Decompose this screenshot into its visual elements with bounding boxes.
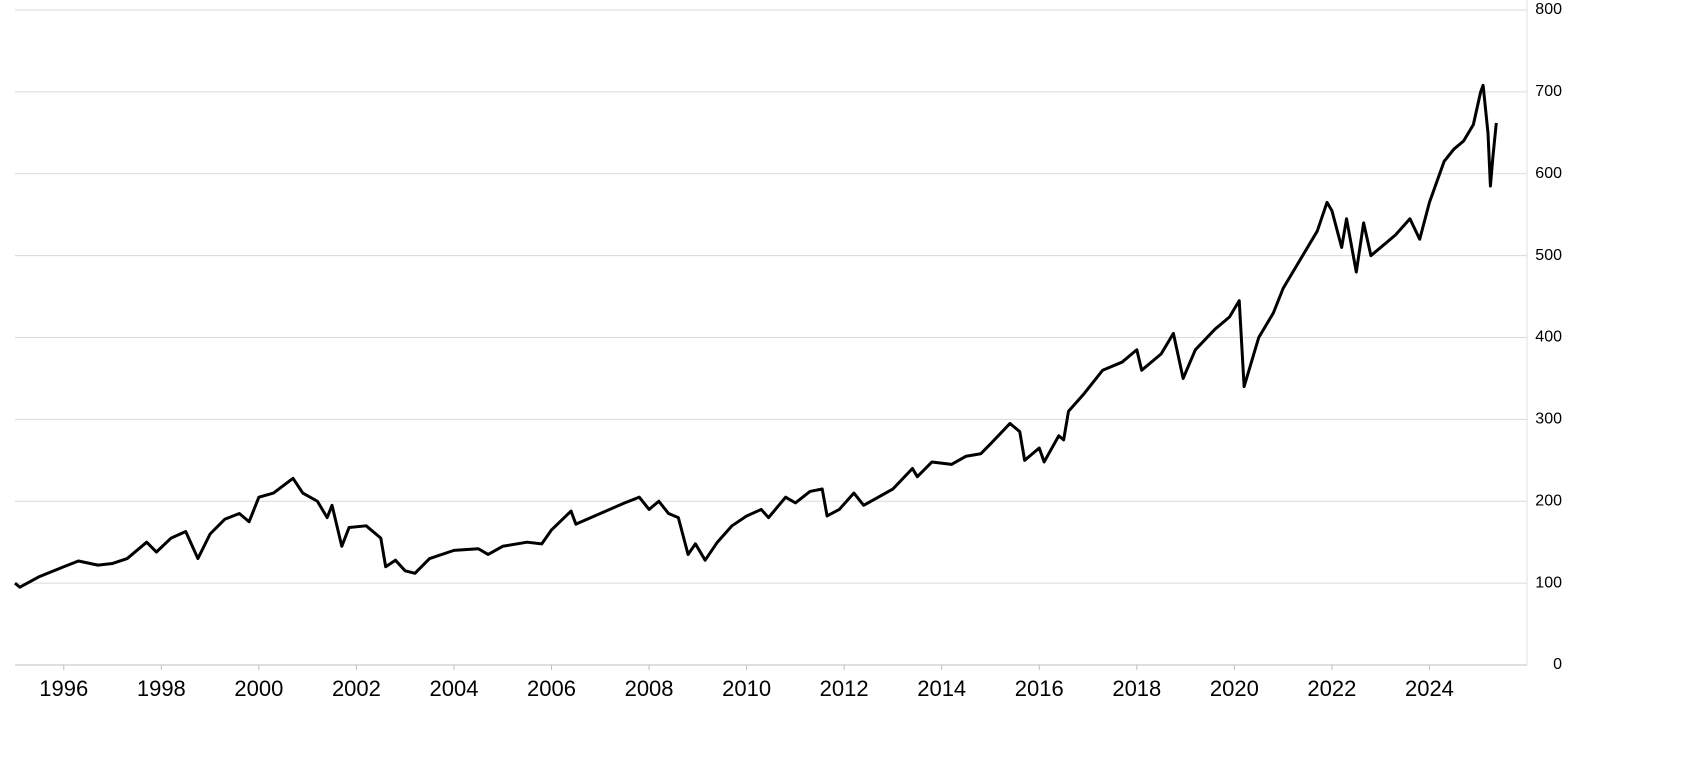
x-tick-label: 2004: [429, 676, 478, 701]
x-tick-label: 2000: [234, 676, 283, 701]
y-tick-label: 100: [1535, 574, 1562, 591]
x-tick-label: 2024: [1405, 676, 1454, 701]
x-tick-label: 2014: [917, 676, 966, 701]
y-tick-label: 600: [1535, 165, 1562, 182]
x-tick-label: 2002: [332, 676, 381, 701]
x-tick-label: 2008: [625, 676, 674, 701]
y-tick-label: 200: [1535, 492, 1562, 509]
x-tick-label: 2018: [1112, 676, 1161, 701]
y-tick-label: 0: [1553, 656, 1562, 673]
y-tick-label: 400: [1535, 329, 1562, 346]
x-tick-label: 2006: [527, 676, 576, 701]
x-tick-label: 2020: [1210, 676, 1259, 701]
x-tick-label: 2022: [1307, 676, 1356, 701]
y-tick-label: 300: [1535, 411, 1562, 428]
x-tick-label: 1998: [137, 676, 186, 701]
y-tick-label: 800: [1535, 1, 1562, 18]
x-tick-label: 2010: [722, 676, 771, 701]
x-tick-label: 1996: [39, 676, 88, 701]
y-tick-label: 700: [1535, 83, 1562, 100]
x-tick-label: 2016: [1015, 676, 1064, 701]
x-tick-label: 2012: [820, 676, 869, 701]
line-series: [14, 83, 1498, 589]
y-tick-label: 500: [1535, 247, 1562, 264]
